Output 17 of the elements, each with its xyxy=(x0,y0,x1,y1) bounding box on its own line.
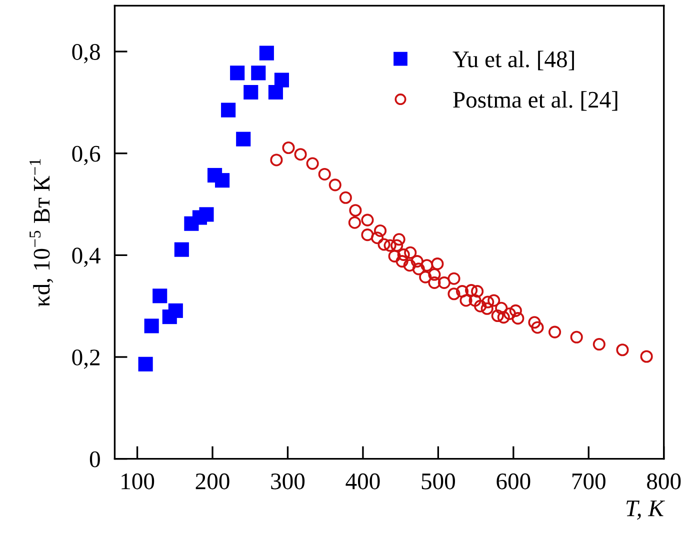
legend-label: Yu et al. [48] xyxy=(452,50,574,70)
x-axis-title: T, К xyxy=(626,500,665,520)
legend-label: Postma et al. [24] xyxy=(453,91,618,111)
x-tick-label: 500 xyxy=(422,473,455,490)
x-tick-label: 800 xyxy=(647,473,681,490)
y-tick-label: 0 xyxy=(90,451,100,468)
y-tick-label: 0,4 xyxy=(72,248,100,267)
y-tick-label: 0,2 xyxy=(72,350,100,369)
y-tick-label: 0,8 xyxy=(72,44,100,64)
x-tick-label: 600 xyxy=(496,473,530,490)
x-tick-label: 700 xyxy=(572,473,606,490)
y-tick-label: 0,6 xyxy=(72,146,100,166)
x-tick-label: 200 xyxy=(196,473,230,490)
y-axis-title: κd, 10$^{−5}$ Вт К$^{−1}$ xyxy=(30,159,54,307)
x-tick-label: 400 xyxy=(346,473,380,490)
x-tick-label: 100 xyxy=(122,473,154,490)
x-tick-label: 300 xyxy=(271,473,305,490)
